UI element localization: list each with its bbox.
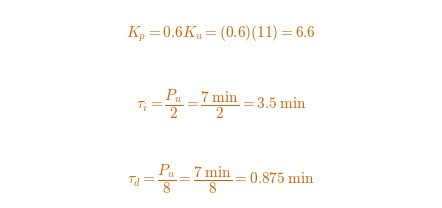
Text: $\tau_i = \dfrac{P_u}{2} = \dfrac{7 \; \mathrm{min}}{2} = 3.5 \; \mathrm{min}$: $\tau_i = \dfrac{P_u}{2} = \dfrac{7 \; \… bbox=[136, 87, 306, 121]
Text: $\tau_d = \dfrac{P_u}{8} = \dfrac{7 \; \mathrm{min}}{8} = 0.875 \; \mathrm{min}$: $\tau_d = \dfrac{P_u}{8} = \dfrac{7 \; \… bbox=[127, 162, 315, 196]
Text: $K_p = 0.6K_u = (0.6)(11) = 6.6$: $K_p = 0.6K_u = (0.6)(11) = 6.6$ bbox=[126, 23, 316, 43]
